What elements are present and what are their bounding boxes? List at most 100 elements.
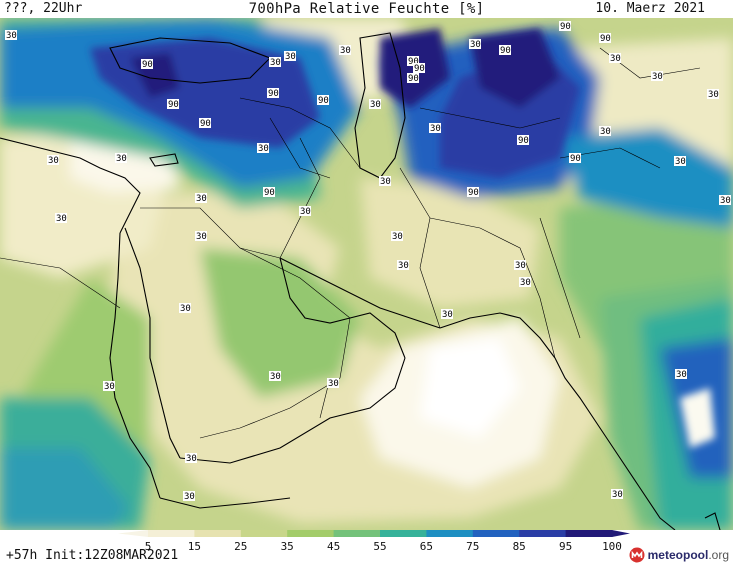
contour-90-label: 90 — [168, 100, 179, 110]
contour-90-label: 90 — [200, 119, 211, 129]
contour-labels-30: 30 30 30 30 30 30 30 30 30 30 30 30 30 30 30 30 30 30 30 30… — [5, 30, 731, 502]
contour-30-label-bg — [611, 489, 623, 499]
border-8 — [429, 217, 556, 359]
contour-30-label: 30 — [340, 46, 351, 56]
valid-time-label: ???, 22Uhr — [4, 1, 83, 16]
legend-tick-label: 85 — [513, 540, 526, 553]
contour-30-label-bg — [47, 155, 59, 165]
contour-30-label: 30 — [328, 379, 339, 389]
border-9 — [539, 217, 581, 339]
contour-30-label-bg — [707, 89, 719, 99]
contour-30-label-bg — [519, 277, 531, 287]
legend-swatch — [519, 530, 567, 537]
contour-30-label: 30 — [270, 58, 281, 68]
contour-90-label-bg — [569, 153, 581, 163]
contour-30-label: 30 — [675, 157, 686, 167]
contour-90-label-bg — [599, 33, 611, 43]
contour-30-label-bg — [599, 126, 611, 136]
legend-tick-label: 75 — [466, 540, 479, 553]
legend-tick-label: 65 — [420, 540, 433, 553]
contour-30-label-bg — [115, 153, 127, 163]
legend-swatch — [148, 530, 195, 537]
coastline-cyprus — [149, 153, 179, 167]
contour-30-label-bg — [339, 45, 351, 55]
contour-90-label-bg — [407, 56, 419, 66]
legend-arrow-low — [118, 530, 148, 537]
contour-30-label-bg — [719, 195, 731, 205]
legend-tick-label: 15 — [188, 540, 201, 553]
meteopool-logo-icon — [629, 547, 645, 563]
contour-30-label-bg — [284, 51, 296, 61]
contour-90-label: 90 — [414, 64, 425, 74]
humidity-dry-iran — [360, 178, 540, 308]
legend-swatch — [240, 530, 288, 537]
humidity-very-dry-sea — [420, 338, 520, 438]
contour-30-label-bg — [327, 378, 339, 388]
coastline-makran — [439, 312, 556, 359]
contour-30-label: 30 — [104, 382, 115, 392]
legend-swatch — [426, 530, 474, 537]
contour-30-label-bg — [514, 260, 526, 270]
brand-name-main: meteopool — [647, 548, 709, 562]
contour-30-label-bg — [379, 176, 391, 186]
border-6 — [279, 137, 321, 259]
contour-30-label: 30 — [600, 127, 611, 137]
contour-30-label-bg — [675, 369, 687, 379]
contour-90-label: 90 — [318, 96, 329, 106]
contour-30-label: 30 — [676, 370, 687, 380]
contour-30-label: 30 — [184, 492, 195, 502]
brand-name: meteopool.org — [648, 548, 729, 562]
border-4 — [199, 317, 351, 439]
contour-90-label-bg — [407, 73, 419, 83]
contour-30-label: 30 — [442, 310, 453, 320]
legend-tick-label: 35 — [281, 540, 294, 553]
contour-90-label-bg — [413, 63, 425, 73]
brand-name-tld: .org — [708, 548, 729, 562]
contour-30-label: 30 — [300, 207, 311, 217]
coastline-caspian — [354, 32, 406, 179]
contour-30-label: 30 — [48, 156, 59, 166]
border-12 — [269, 117, 331, 179]
coastline-red-sea-east — [124, 227, 181, 459]
border-1 — [0, 257, 121, 309]
border-11 — [239, 97, 361, 169]
contour-30-label-bg — [429, 123, 441, 133]
contour-30-label-bg — [183, 491, 195, 501]
contour-30-label: 30 — [196, 194, 207, 204]
legend-tick-label: 25 — [234, 540, 247, 553]
contour-90-label: 90 — [570, 154, 581, 164]
humidity-teal-sw — [0, 448, 130, 530]
coastline-sri-lanka — [704, 512, 721, 530]
contour-30-label-bg — [185, 453, 197, 463]
contour-30-label-bg — [55, 213, 67, 223]
contour-90-label: 90 — [408, 74, 419, 84]
model-run-label: +57h Init:12Z08MAR2021 — [6, 548, 179, 563]
contour-30-label: 30 — [720, 196, 731, 206]
contour-90-label: 90 — [600, 34, 611, 44]
legend-swatch — [472, 530, 520, 537]
legend-arrow-high — [612, 530, 630, 537]
contour-90-label-bg — [141, 59, 153, 69]
legend-swatch — [287, 530, 335, 537]
contour-30-label-bg — [674, 156, 686, 166]
contour-30-label: 30 — [708, 90, 719, 100]
contour-30-label: 30 — [116, 154, 127, 164]
contour-30-label-bg — [269, 371, 281, 381]
contour-90-label: 90 — [560, 22, 571, 32]
coastline-levant — [0, 137, 141, 234]
legend-tick-label: 95 — [559, 540, 572, 553]
coastline-gulf-north — [279, 257, 441, 329]
contour-90-label: 90 — [142, 60, 153, 70]
contour-30-label: 30 — [398, 261, 409, 271]
contour-90-label-bg — [199, 118, 211, 128]
legend-swatch — [333, 530, 381, 537]
contour-30-label-bg — [369, 99, 381, 109]
contour-30-label-bg — [269, 57, 281, 67]
contour-30-label: 30 — [285, 52, 296, 62]
humidity-blue-far-east — [560, 128, 733, 228]
legend-swatch — [380, 530, 427, 537]
brand[interactable]: meteopool.org — [629, 546, 729, 564]
border-7 — [399, 167, 441, 329]
contour-30-label: 30 — [270, 372, 281, 382]
